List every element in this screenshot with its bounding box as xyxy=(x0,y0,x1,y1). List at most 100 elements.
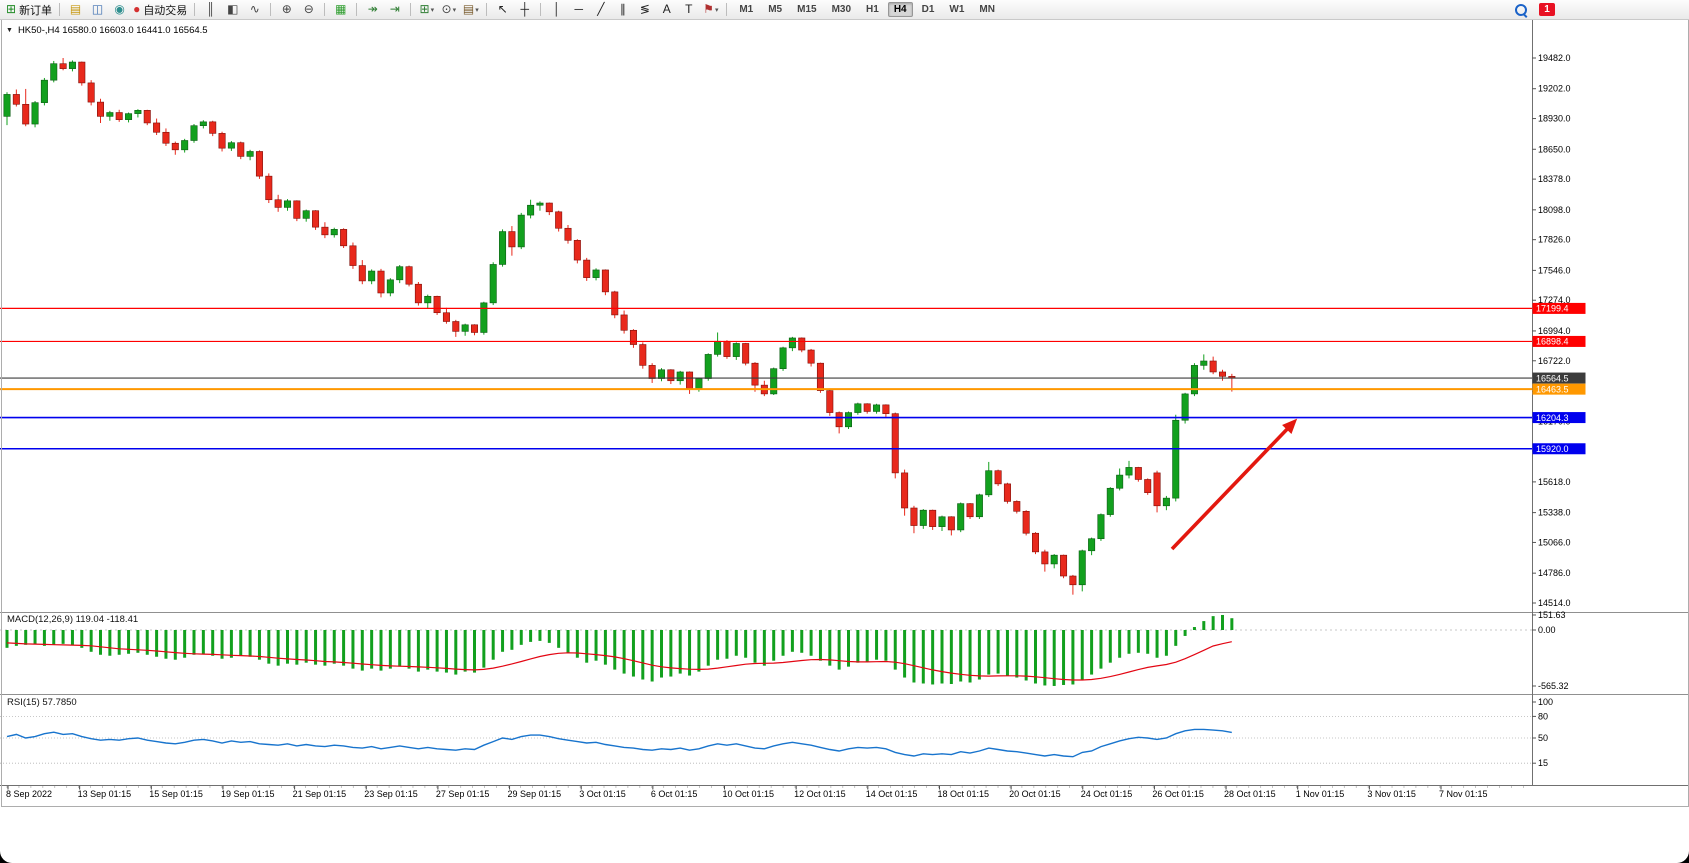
time-tick-label: 18 Oct 01:15 xyxy=(937,789,989,799)
candle-body xyxy=(639,344,647,366)
candle-body xyxy=(209,121,217,134)
price-badge xyxy=(1532,335,1586,347)
candle-body xyxy=(1097,514,1105,540)
time-tick-label: 3 Oct 01:15 xyxy=(579,789,626,799)
terminal-button[interactable]: ◉ xyxy=(109,2,130,18)
candle-body xyxy=(966,503,974,518)
candle-body xyxy=(695,378,703,389)
horizontal-line-button[interactable]: ─ xyxy=(568,2,589,18)
cursor-button[interactable]: ↖ xyxy=(492,2,513,18)
channel-button[interactable]: ∥ xyxy=(612,2,633,18)
candle-body xyxy=(153,122,161,133)
candle-body xyxy=(807,349,815,364)
time-tick-label: 6 Oct 01:15 xyxy=(651,789,698,799)
macd-tick-label: 151.63 xyxy=(1538,610,1566,620)
crosshair-button[interactable]: ┼ xyxy=(514,2,535,18)
search-button[interactable] xyxy=(1510,2,1531,18)
rsi-tick-label: 80 xyxy=(1538,711,1548,721)
candlestick-chart-button[interactable]: ◧ xyxy=(222,2,243,18)
tf-h1-button[interactable]: H1 xyxy=(860,2,885,17)
bar-chart-button[interactable]: ║ xyxy=(200,2,221,18)
zoom-out-icon: ⊖ xyxy=(303,2,314,16)
toolbar-separator xyxy=(356,3,358,16)
trendline-button[interactable]: ╱ xyxy=(590,2,611,18)
new-order-button[interactable]: ⊞ 新订单 xyxy=(4,2,54,18)
indicators-button[interactable]: ⊞ ▾ xyxy=(416,2,437,18)
candle-body xyxy=(489,264,497,304)
candle-body xyxy=(527,204,535,216)
candle-body xyxy=(770,368,778,395)
chart-title-text: HK50-,H4 16580.0 16603.0 16441.0 16564.5 xyxy=(17,25,208,36)
time-tick-label: 19 Sep 01:15 xyxy=(221,789,275,799)
arrows-icon: ⚑ xyxy=(703,2,714,16)
navigator-button[interactable]: ◫ xyxy=(87,2,108,18)
candle-body xyxy=(237,142,245,157)
chart-shift-button[interactable]: ⇥ xyxy=(384,2,405,18)
candle-body xyxy=(106,112,114,117)
candle-body xyxy=(349,245,357,266)
tile-windows-button[interactable]: ▦ xyxy=(330,2,351,18)
candle-body xyxy=(162,131,170,144)
tf-m5-button[interactable]: M5 xyxy=(762,2,788,17)
candle-body xyxy=(1181,393,1189,421)
candle-body xyxy=(386,279,394,294)
price-tick-label: 19202.0 xyxy=(1538,84,1571,94)
tf-d1-button[interactable]: D1 xyxy=(916,2,941,17)
toolbar-separator xyxy=(726,3,728,16)
autotrading-label: 自动交易 xyxy=(143,4,188,17)
periods-icon: ⊙ xyxy=(441,2,452,16)
tile-windows-icon: ▦ xyxy=(335,2,347,16)
candle-body xyxy=(863,403,871,412)
auto-scroll-button[interactable]: ↠ xyxy=(362,2,383,18)
tf-m1-button[interactable]: M1 xyxy=(733,2,759,17)
candle-body xyxy=(686,371,694,389)
tf-m30-button[interactable]: M30 xyxy=(826,2,857,17)
candle-body xyxy=(470,324,478,333)
arrows-button[interactable]: ⚑ ▾ xyxy=(700,2,721,18)
candle-body xyxy=(1153,472,1161,507)
vertical-line-button[interactable]: │ xyxy=(546,2,567,18)
line-chart-button[interactable]: ∿ xyxy=(244,2,265,18)
trend-arrow[interactable] xyxy=(1170,421,1295,551)
price-tick-label: 17546.0 xyxy=(1538,265,1571,275)
candle-body xyxy=(22,103,30,125)
time-tick-label: 14 Oct 01:15 xyxy=(866,789,918,799)
notification-badge[interactable]: 1 xyxy=(1539,3,1555,16)
zoom-out-button[interactable]: ⊖ xyxy=(298,2,319,18)
candle-body xyxy=(499,231,507,265)
chart-menu-icon[interactable]: ▼ xyxy=(6,27,13,34)
toolbar-separator xyxy=(486,3,488,16)
candle-body xyxy=(1022,510,1030,534)
tf-m15-button[interactable]: M15 xyxy=(791,2,822,17)
candle-body xyxy=(873,404,881,412)
horizontal-line-icon: ─ xyxy=(574,2,584,16)
fibonacci-button[interactable]: ≶ xyxy=(634,2,655,18)
zoom-in-button[interactable]: ⊕ xyxy=(276,2,297,18)
tf-h4-button[interactable]: H4 xyxy=(887,2,913,17)
market-watch-button[interactable]: ▤ xyxy=(65,2,86,18)
templates-button[interactable]: ▤ ▾ xyxy=(460,2,481,18)
price-tick-label: 16994.0 xyxy=(1538,326,1571,336)
tf-mn-button[interactable]: MN xyxy=(973,2,1001,17)
label-button[interactable]: T xyxy=(678,2,699,18)
candle-body xyxy=(68,61,76,69)
macd-label: MACD(12,26,9) 119.04 -118.41 xyxy=(7,614,139,625)
candle-body xyxy=(246,151,254,157)
price-tick-label: 15066.0 xyxy=(1538,537,1571,547)
price-tick-label: 18930.0 xyxy=(1538,114,1571,124)
periods-button[interactable]: ⊙ ▾ xyxy=(438,2,459,18)
time-tick-label: 27 Sep 01:15 xyxy=(436,789,490,799)
templates-caret-icon: ▾ xyxy=(475,6,479,14)
time-tick-label: 15 Sep 01:15 xyxy=(149,789,203,799)
text-button[interactable]: A xyxy=(656,2,677,18)
tf-w1-button[interactable]: W1 xyxy=(943,2,970,17)
candle-body xyxy=(377,270,385,294)
crosshair-icon: ┼ xyxy=(520,2,530,16)
rsi-tick-label: 15 xyxy=(1538,758,1548,768)
candle-body xyxy=(340,229,348,247)
candle-body xyxy=(190,125,198,141)
autotrading-button[interactable]: ● 自动交易 xyxy=(131,2,189,18)
trendline-icon: ╱ xyxy=(597,2,605,16)
tf-h4-label: H4 xyxy=(893,4,907,15)
